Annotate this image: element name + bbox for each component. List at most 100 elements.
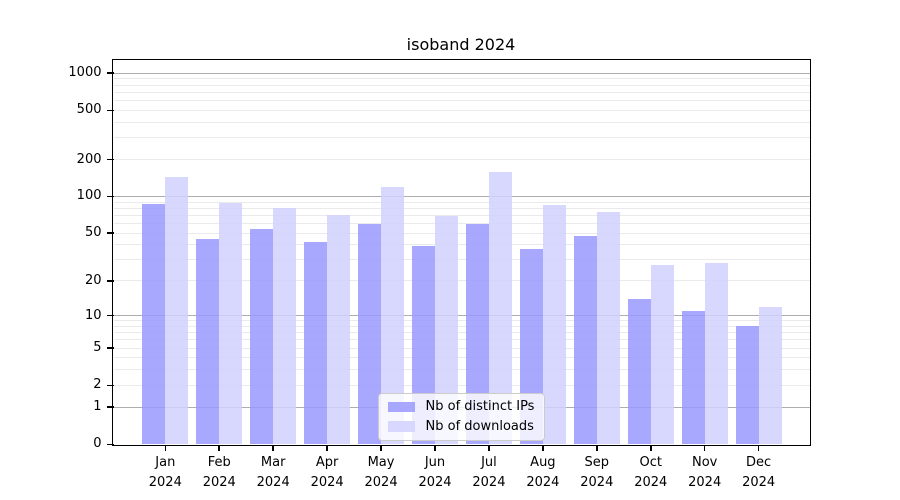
bar-downloads-mar-2024: [273, 208, 297, 445]
bar-downloads-jan-2024: [165, 177, 189, 445]
y-tick-1: [106, 406, 114, 408]
x-tick-aug-2024: [542, 444, 544, 451]
gridline-100: [113, 195, 810, 197]
gridline-10: [113, 315, 810, 317]
y-tick-label-2: 2: [93, 377, 102, 393]
bar-ips-feb-2024: [196, 238, 220, 445]
gridline-3: [113, 369, 810, 371]
legend-item-distinct-ips: Nb of distinct IPs: [379, 397, 538, 417]
x-tick-mar-2024: [272, 444, 274, 451]
x-tick-label-sep-2024: Sep 2024: [580, 454, 614, 490]
y-tick-label-50: 50: [84, 225, 102, 241]
gridline-300: [113, 137, 810, 139]
gridline-60: [113, 223, 810, 225]
x-tick-may-2024: [380, 444, 382, 451]
x-tick-apr-2024: [326, 444, 328, 451]
bar-ips-jan-2024: [142, 203, 166, 445]
gridline-30: [113, 259, 810, 261]
bar-ips-dec-2024: [735, 326, 759, 445]
bar-downloads-nov-2024: [704, 263, 728, 445]
bar-downloads-oct-2024: [650, 265, 674, 445]
bar-downloads-may-2024: [381, 186, 405, 445]
x-tick-jan-2024: [164, 444, 167, 451]
y-tick-50: [106, 232, 114, 234]
x-tick-feb-2024: [218, 444, 221, 451]
gridline-400: [113, 121, 810, 123]
bar-ips-mar-2024: [250, 229, 274, 445]
y-tick-500: [106, 109, 114, 112]
y-tick-label-200: 200: [76, 151, 102, 167]
x-tick-label-dec-2024: Dec 2024: [742, 454, 776, 490]
gridline-1000: [113, 72, 810, 74]
bar-ips-oct-2024: [627, 298, 651, 445]
gridline-600: [113, 100, 810, 102]
y-tick-label-1000: 1000: [68, 65, 102, 81]
bar-downloads-apr-2024: [327, 215, 351, 445]
gridline-50: [113, 232, 810, 234]
y-tick-label-10: 10: [84, 307, 102, 323]
bar-downloads-dec-2024: [758, 306, 782, 445]
y-tick-100: [106, 195, 114, 198]
gridline-70: [113, 214, 810, 216]
y-tick-label-100: 100: [76, 188, 102, 204]
gridline-700: [113, 91, 810, 93]
y-tick-5: [106, 347, 114, 349]
y-tick-2: [106, 384, 114, 387]
gridline-90: [113, 201, 810, 203]
y-tick-10: [106, 314, 114, 317]
gridline-5: [113, 347, 810, 349]
x-tick-label-jan-2024: Jan 2024: [148, 454, 182, 490]
x-tick-label-oct-2024: Oct 2024: [634, 454, 668, 490]
x-tick-label-may-2024: May 2024: [364, 454, 398, 490]
x-tick-jun-2024: [434, 444, 436, 451]
bar-ips-nov-2024: [681, 310, 705, 445]
legend: Nb of distinct IPs Nb of downloads: [377, 392, 545, 441]
bar-ips-may-2024: [358, 224, 382, 445]
bar-downloads-jul-2024: [488, 172, 512, 445]
gridline-6: [113, 339, 810, 341]
y-tick-label-5: 5: [93, 340, 102, 356]
x-tick-label-feb-2024: Feb 2024: [202, 454, 236, 490]
gridline-9: [113, 320, 810, 322]
gridline-500: [113, 109, 810, 111]
gridline-800: [113, 84, 810, 86]
y-tick-20: [106, 280, 114, 282]
y-tick-1000: [106, 72, 114, 75]
y-tick-label-0: 0: [93, 436, 102, 452]
x-tick-label-jun-2024: Jun 2024: [418, 454, 452, 490]
y-tick-200: [106, 158, 114, 161]
gridline-900: [113, 78, 810, 80]
bar-ips-sep-2024: [573, 236, 597, 445]
x-tick-sep-2024: [596, 444, 598, 451]
x-tick-label-apr-2024: Apr 2024: [310, 454, 344, 490]
y-tick-label-20: 20: [84, 272, 102, 288]
gridline-7: [113, 332, 810, 334]
x-tick-oct-2024: [649, 444, 652, 451]
x-tick-label-jul-2024: Jul 2024: [472, 454, 506, 490]
gridline-20: [113, 280, 810, 282]
y-tick-0: [106, 443, 114, 446]
gridline-200: [113, 159, 810, 160]
x-tick-nov-2024: [703, 444, 706, 451]
gridline-80: [113, 207, 810, 209]
bar-downloads-jun-2024: [435, 216, 458, 445]
legend-swatch-downloads: [387, 421, 415, 432]
x-tick-dec-2024: [757, 444, 760, 451]
gridline-4: [113, 357, 810, 359]
bar-ips-apr-2024: [304, 242, 328, 445]
x-tick-label-mar-2024: Mar 2024: [256, 454, 290, 490]
plot-area: Nb of distinct IPs Nb of downloads 0 1 2 5 1…: [68, 59, 811, 490]
y-tick-label-500: 500: [76, 102, 102, 118]
legend-label-ips: Nb of distinct IPs: [425, 399, 535, 415]
gridline-40: [113, 244, 810, 246]
x-tick-label-aug-2024: Aug 2024: [526, 454, 560, 490]
x-tick-label-nov-2024: Nov 2024: [688, 454, 722, 490]
bar-downloads-aug-2024: [542, 205, 566, 445]
gridline-8: [113, 325, 810, 327]
legend-label-downloads: Nb of downloads: [425, 418, 534, 434]
bar-downloads-sep-2024: [596, 212, 620, 445]
legend-item-downloads: Nb of downloads: [379, 417, 538, 437]
bar-ips-jul-2024: [465, 223, 489, 445]
chart-title: isoband 2024: [406, 35, 516, 54]
